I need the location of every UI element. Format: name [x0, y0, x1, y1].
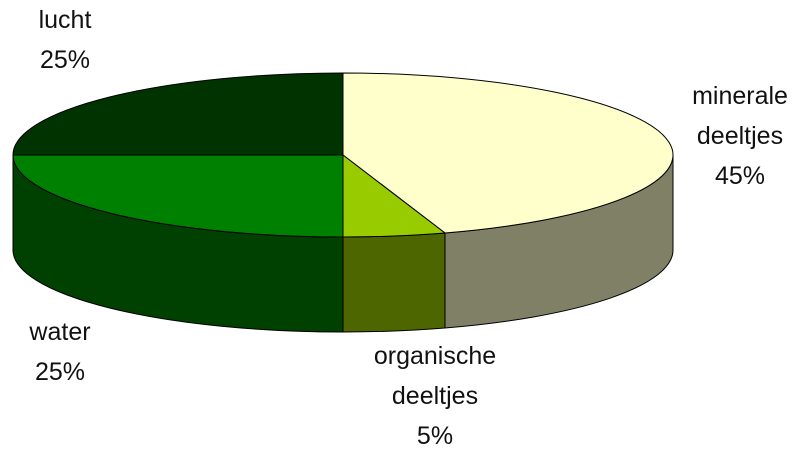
value-label: 45%	[714, 162, 766, 190]
category-label: water	[29, 318, 91, 346]
slice-sides	[12, 154, 674, 333]
slice-label: water 25%	[10, 312, 110, 392]
value-label: 25%	[39, 46, 91, 74]
slice-side	[342, 232, 446, 333]
slice-label: lucht 25%	[15, 0, 115, 80]
slice	[12, 72, 344, 156]
slice-label: minerale deeltjes 45%	[670, 76, 810, 196]
slice-tops	[12, 72, 674, 238]
slice-label: organische deeltjes 5%	[355, 336, 515, 452]
category-label: minerale deeltjes	[692, 82, 788, 150]
value-label: 25%	[34, 358, 86, 386]
value-label: 5%	[416, 422, 454, 450]
slice	[342, 72, 674, 234]
category-label: lucht	[38, 6, 92, 34]
category-label: organische deeltjes	[373, 342, 497, 410]
slice	[12, 154, 344, 238]
